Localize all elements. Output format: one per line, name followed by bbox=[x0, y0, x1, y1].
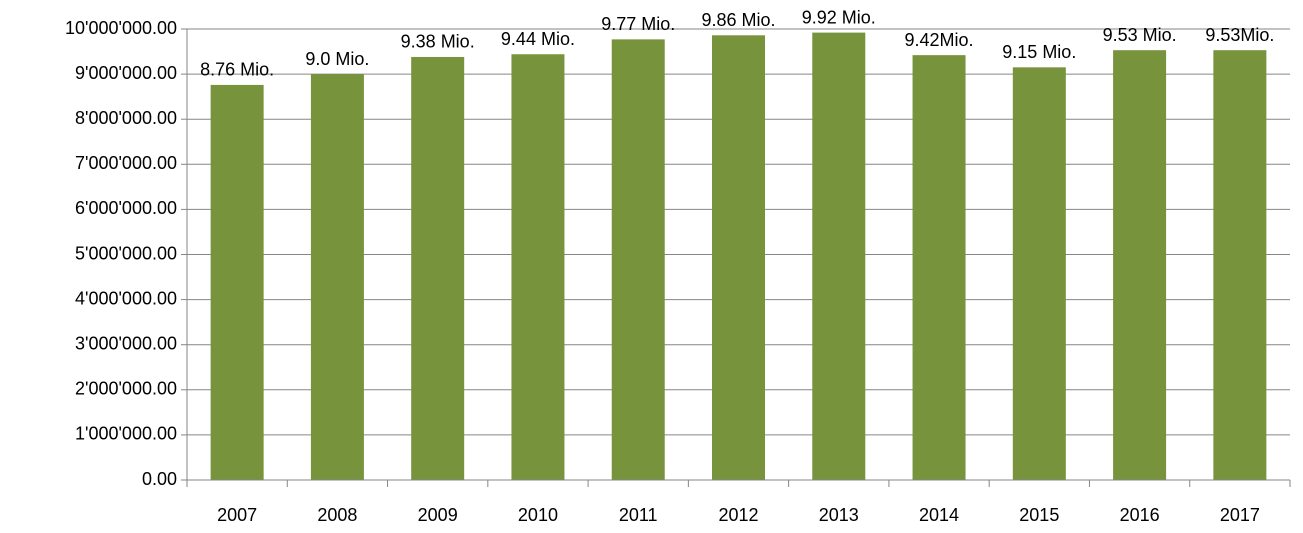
data-label: 9.53Mio. bbox=[1205, 25, 1274, 45]
x-tick-label: 2007 bbox=[217, 505, 257, 525]
x-tick-label: 2008 bbox=[317, 505, 357, 525]
y-tick-label: 3'000'000.00 bbox=[75, 333, 177, 353]
data-label: 9.38 Mio. bbox=[401, 32, 475, 52]
data-label: 9.77 Mio. bbox=[601, 14, 675, 34]
bar bbox=[411, 56, 465, 480]
x-tick-label: 2015 bbox=[1019, 505, 1059, 525]
y-tick-label: 10'000'000.00 bbox=[65, 18, 177, 38]
x-tick-label: 2011 bbox=[619, 505, 658, 525]
x-tick-label: 2014 bbox=[919, 505, 959, 525]
data-label: 9.92 Mio. bbox=[802, 7, 876, 27]
x-tick-label: 2012 bbox=[718, 505, 758, 525]
x-tick-label: 2013 bbox=[819, 505, 859, 525]
bar bbox=[712, 35, 765, 481]
y-tick-label: 4'000'000.00 bbox=[75, 288, 177, 308]
y-tick-label: 7'000'000.00 bbox=[75, 153, 177, 173]
data-label: 8.76 Mio. bbox=[200, 60, 274, 80]
y-tick-label: 1'000'000.00 bbox=[75, 424, 177, 444]
bar bbox=[511, 54, 565, 480]
data-label: 9.44 Mio. bbox=[501, 29, 575, 49]
x-tick-label: 2009 bbox=[418, 505, 458, 525]
data-label: 9.15 Mio. bbox=[1002, 42, 1076, 62]
data-label: 9.53 Mio. bbox=[1103, 25, 1177, 45]
x-tick-label: 2010 bbox=[518, 505, 558, 525]
bar bbox=[210, 84, 264, 480]
bar bbox=[912, 55, 966, 481]
x-tick-label: 2017 bbox=[1220, 505, 1260, 525]
y-tick-label: 5'000'000.00 bbox=[75, 243, 177, 263]
bar bbox=[1213, 50, 1267, 481]
y-tick-label: 9'000'000.00 bbox=[75, 63, 177, 83]
bar bbox=[812, 32, 866, 480]
x-tick-label: 2016 bbox=[1120, 505, 1160, 525]
bar bbox=[1113, 50, 1167, 481]
y-tick-label: 2'000'000.00 bbox=[75, 379, 177, 399]
bar bbox=[611, 39, 665, 481]
y-tick-label: 6'000'000.00 bbox=[75, 198, 177, 218]
bar bbox=[310, 74, 364, 480]
data-label: 9.0 Mio. bbox=[305, 49, 369, 69]
bar bbox=[1012, 67, 1066, 481]
data-label: 9.86 Mio. bbox=[701, 10, 775, 30]
y-tick-label: 8'000'000.00 bbox=[75, 108, 177, 128]
data-label: 9.42Mio. bbox=[905, 30, 974, 50]
y-tick-label: 0.00 bbox=[142, 469, 177, 489]
